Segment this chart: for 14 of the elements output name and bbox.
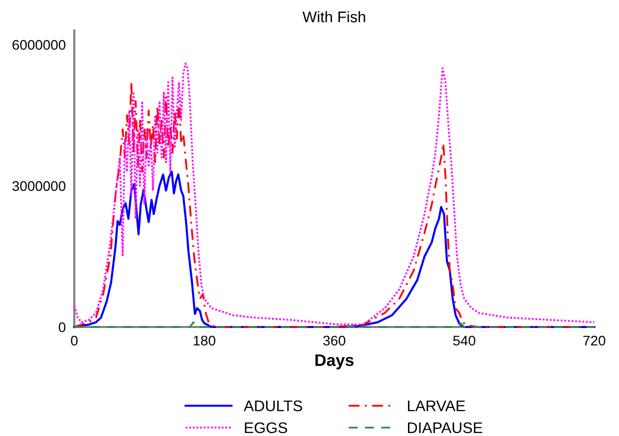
x-axis-title: Days (315, 354, 354, 370)
x-tick-label: 720 (583, 336, 606, 346)
legend-label: ADULTS (244, 400, 302, 412)
legend-label: DIAPAUSE (408, 422, 482, 434)
x-tick-label: 540 (453, 336, 476, 346)
y-tick-label: 0 (58, 322, 66, 332)
y-tick-label: 3000000 (12, 181, 66, 191)
x-tick-label: 0 (70, 336, 78, 346)
legend-label: EGGS (244, 422, 288, 434)
chart-title: With Fish (302, 11, 366, 22)
legend-label: LARVAE (408, 400, 465, 412)
y-tick-label: 6000000 (12, 40, 66, 50)
x-tick-label: 180 (194, 336, 216, 346)
x-tick-label: 360 (323, 336, 346, 346)
